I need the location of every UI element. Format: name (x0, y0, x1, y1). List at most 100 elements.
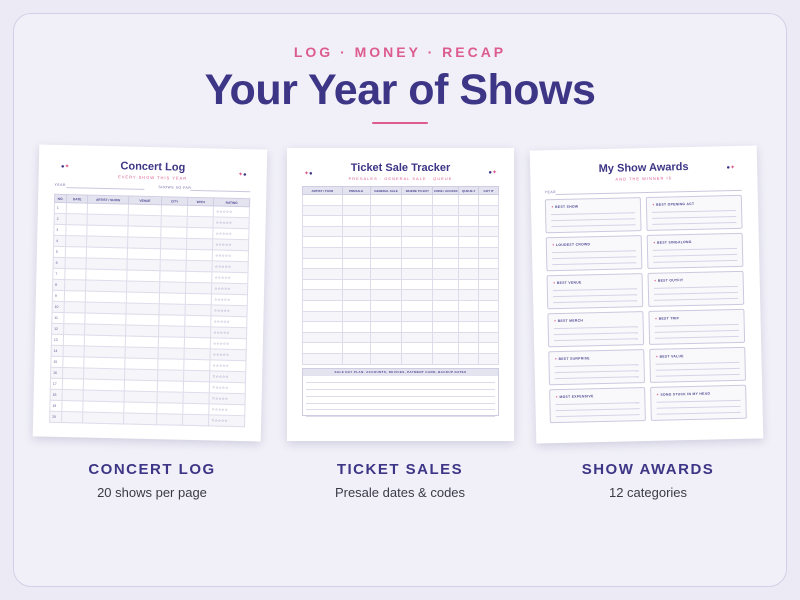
table-cell (478, 352, 499, 365)
table-cell (157, 358, 185, 371)
table-cell (401, 331, 434, 344)
row-number: 12 (51, 323, 64, 335)
table-cell (369, 299, 403, 312)
table-cell (61, 411, 84, 424)
table-cell (160, 248, 187, 261)
award-label: ✦BEST MERCH (554, 318, 584, 323)
table-cell (62, 378, 84, 391)
table-cell (369, 278, 403, 291)
table-cell (302, 236, 343, 248)
table-cell (341, 194, 371, 206)
table-cell (302, 331, 343, 344)
award-label-text: BEST OPENING ACT (656, 201, 695, 207)
table-cell (187, 216, 214, 228)
star-icon: ✦ (656, 392, 660, 397)
table-cell (63, 323, 86, 336)
table-cell (160, 237, 187, 250)
table-cell (369, 194, 403, 206)
row-number: 8 (52, 279, 65, 291)
table-cell (302, 215, 343, 227)
award-label-text: BEST TRIP (658, 316, 680, 321)
table-cell (159, 270, 187, 283)
table-cell (458, 257, 480, 270)
table-row (302, 194, 499, 206)
table-cell (401, 278, 434, 291)
table-cell (341, 310, 371, 323)
table-cell (158, 336, 185, 349)
table-cell (126, 258, 161, 271)
table-row (302, 352, 499, 365)
column-header: ARTIST / TOUR (302, 186, 343, 195)
award-label-text: BEST MERCH (557, 318, 584, 324)
table-cell (341, 321, 371, 333)
table-cell (157, 380, 184, 393)
table-cell (478, 204, 499, 217)
column-header: WHERE TO BUY (401, 186, 434, 195)
table-row (302, 321, 499, 333)
table-row (302, 299, 499, 312)
table-cell (63, 334, 85, 347)
table-cell (432, 236, 460, 248)
concert-log-table: NO. DATE ARTIST / SHOW VENUE CITY WITH RATING … (49, 194, 250, 427)
column-header: PRESALE (341, 186, 371, 195)
table-cell (478, 257, 499, 270)
table-cell (64, 268, 87, 281)
table-cell (478, 299, 499, 312)
table-cell (478, 236, 499, 248)
row-number: 20 (49, 411, 62, 423)
rating-stars: ☆☆☆☆☆ (211, 293, 248, 306)
row-number: 5 (53, 246, 66, 258)
table-cell (458, 321, 480, 333)
year-label: YEAR (544, 190, 557, 195)
rating-stars: ☆☆☆☆☆ (209, 370, 246, 383)
table-cell (341, 289, 371, 301)
table-cell (186, 238, 214, 250)
table-cell (458, 236, 480, 248)
table-row (302, 225, 499, 238)
table-cell (401, 204, 434, 217)
table-cell (183, 359, 211, 371)
table-cell (186, 260, 213, 272)
table-cell (478, 215, 499, 227)
column-header: CODE / ACCESS (432, 186, 460, 195)
table-cell (123, 390, 158, 403)
table-cell (478, 225, 499, 238)
table-cell (458, 268, 480, 280)
table-cell (185, 293, 212, 305)
rating-stars: ☆☆☆☆☆ (211, 282, 248, 295)
rating-stars: ☆☆☆☆☆ (210, 326, 247, 339)
caption-sub: 12 categories (608, 485, 688, 500)
table-cell (83, 390, 124, 402)
table-row (302, 268, 499, 280)
table-cell (432, 289, 460, 301)
award-box: ✦SONG STUCK IN MY HEAD (650, 384, 747, 421)
table-cell (302, 352, 343, 365)
table-cell (458, 278, 480, 291)
table-cell (302, 246, 343, 259)
table-cell (66, 202, 88, 215)
table-cell (401, 299, 434, 312)
table-row (302, 331, 499, 344)
award-box: ✦BEST OUTFIT (647, 270, 745, 307)
table-cell (302, 225, 343, 238)
sale-day-plan: SALE DAY PLAN: ACCOUNTS, DEVICES, PAYMEN… (302, 368, 499, 417)
table-cell (159, 281, 186, 294)
caption-concert-log: CONCERT LOG 20 shows per page (32, 461, 272, 500)
rating-stars: ☆☆☆☆☆ (212, 271, 248, 284)
kicker-text: LOG · MONEY · RECAP (293, 44, 507, 60)
row-number: 2 (54, 213, 67, 225)
award-label: ✦MOST EXPENSIVE (555, 394, 593, 399)
sale-day-plan-label: SALE DAY PLAN: ACCOUNTS, DEVICES, PAYMEN… (303, 369, 498, 376)
table-cell (458, 342, 480, 354)
table-cell (127, 214, 162, 227)
award-label: ✦BEST SHOW (551, 205, 578, 210)
table-cell (65, 246, 87, 259)
row-number: 9 (52, 290, 65, 302)
table-cell (125, 291, 160, 304)
table-cell (369, 225, 403, 238)
table-cell (478, 246, 499, 259)
table-cell (432, 342, 460, 354)
table-cell (161, 204, 188, 217)
table-cell (458, 331, 480, 344)
table-cell (127, 225, 161, 238)
